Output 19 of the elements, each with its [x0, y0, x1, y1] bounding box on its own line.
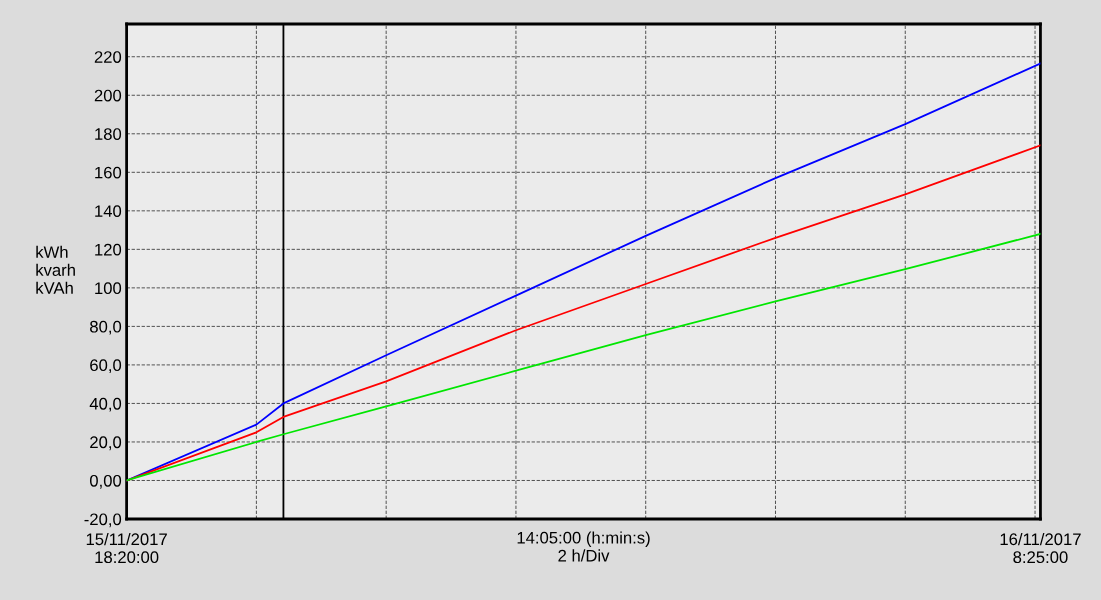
x-tick-label: 15/11/2017 18:20:00: [86, 532, 167, 564]
y-tick-label: 220: [94, 51, 122, 63]
y-tick-label: 0,00: [89, 474, 122, 489]
x-axis-title: 14:05:00 (h:min:s) 2 h/Div: [517, 531, 650, 562]
y-tick-label: 20,0: [90, 436, 122, 451]
y-tick-label: 200: [94, 89, 122, 102]
y-tick-label: 120: [95, 243, 122, 256]
y-tick-label: -20,0: [84, 513, 122, 528]
y-axis-title: kWh kvarh kVAh: [36, 245, 75, 294]
y-tick-label: 160: [95, 166, 122, 179]
x-tick-label: 16/11/2017 8:25:00: [1000, 532, 1081, 564]
y-tick-label: 40,0: [89, 397, 122, 412]
y-tick-label: 60,0: [90, 359, 122, 374]
y-tick-label: 140: [95, 205, 122, 218]
y-tick-label: 100: [95, 282, 122, 295]
line-series: [126, 144, 1041, 482]
y-tick-label: 180: [95, 128, 122, 140]
y-tick-label: 80,0: [90, 320, 122, 335]
line-series: [126, 233, 1041, 482]
